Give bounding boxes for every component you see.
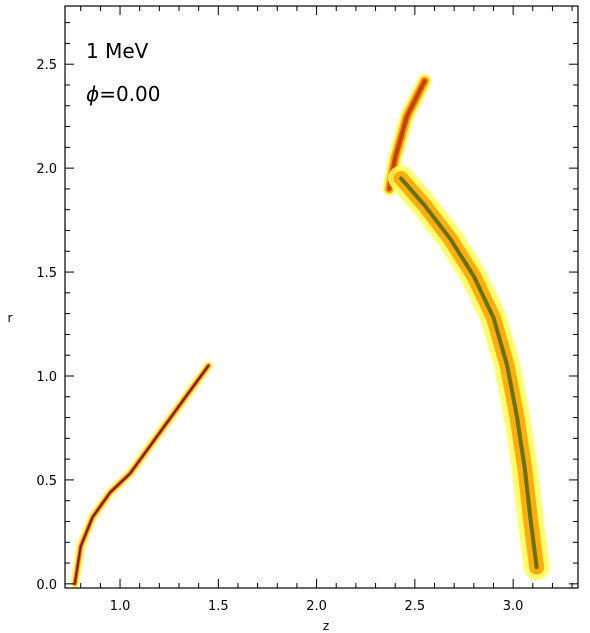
y-tick-label: 2.0 (36, 162, 57, 177)
energy-label: 1 MeV (86, 39, 149, 63)
x-tick-label: 1.5 (208, 599, 229, 614)
y-tick-label: 1.5 (36, 266, 57, 281)
y-tick-label: 2.5 (36, 58, 57, 73)
y-tick-label: 0.5 (36, 474, 57, 489)
y-tick-label: 1.0 (36, 370, 57, 385)
plot-frame (64, 5, 579, 589)
phase-symbol: ϕ (86, 82, 99, 106)
y-tick-label: 0.0 (36, 578, 57, 593)
inner-band-layer (70, 361, 213, 589)
x-axis-ticks: 1.0 1.5 2.0 2.5 3.0 (80, 6, 573, 614)
x-axis-label: z (323, 619, 329, 633)
outer-band-layer (388, 165, 550, 581)
x-tick-label: 3.0 (503, 599, 524, 614)
outer-band-layer (399, 176, 539, 570)
density-bands (70, 73, 550, 589)
y-axis-label: r (8, 311, 13, 325)
phase-value: =0.00 (99, 82, 160, 106)
x-tick-label: 2.5 (405, 599, 426, 614)
y-axis-ticks: 0.0 0.5 1.0 1.5 2.0 2.5 (36, 22, 578, 593)
x-tick-label: 1.0 (110, 599, 131, 614)
x-tick-label: 2.0 (306, 599, 327, 614)
phase-label: ϕ=0.00 (86, 82, 161, 106)
inner-band-layer (74, 364, 210, 585)
